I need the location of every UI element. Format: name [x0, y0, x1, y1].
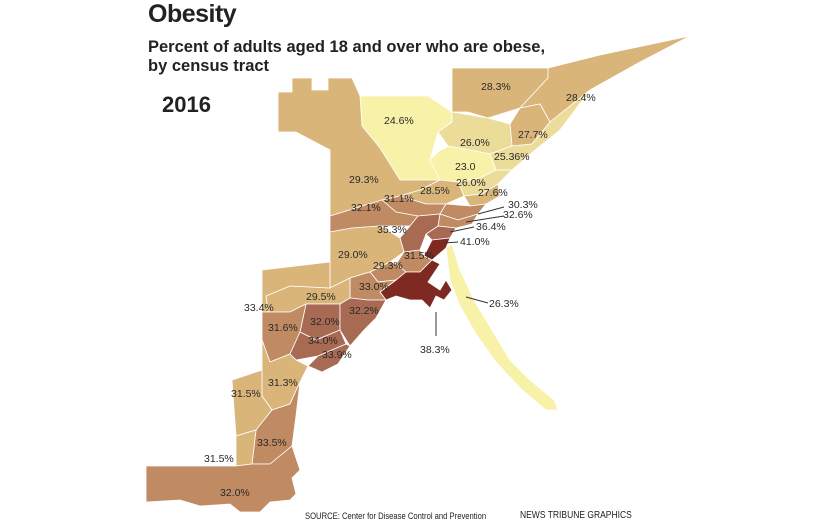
label-30-3: 30.3%: [508, 199, 538, 211]
label-27-7: 27.7%: [518, 129, 548, 141]
label-26-0-mid: 26.0%: [456, 177, 486, 189]
label-36-4: 36.4%: [476, 221, 506, 233]
label-31-5-center: 31.5%: [404, 250, 434, 262]
year-label: 2016: [162, 92, 211, 117]
label-31-5-south: 31.5%: [204, 453, 234, 465]
label-29-3-center: 29.3%: [373, 260, 403, 272]
label-33-0: 33.0%: [359, 281, 389, 293]
leader-36-4: [449, 226, 475, 233]
tract-26-3: [445, 243, 559, 411]
label-34-0: 34.0%: [308, 335, 338, 347]
label-24-6: 24.6%: [384, 115, 414, 127]
label-32-0-south: 32.0%: [220, 487, 250, 499]
label-26-0-north: 26.0%: [460, 137, 490, 149]
label-31-1: 31.1%: [384, 193, 414, 205]
label-28-3: 28.3%: [481, 81, 511, 93]
label-35-3: 35.3%: [377, 224, 407, 236]
label-25-36: 25.36%: [494, 151, 530, 163]
leader-26-3: [465, 296, 489, 304]
tract-41-0: [423, 237, 451, 261]
label-31-6: 31.6%: [268, 322, 298, 334]
label-33-9: 33.9%: [322, 349, 352, 361]
label-41-0: 41.0%: [460, 236, 490, 248]
label-32-1: 32.1%: [351, 202, 381, 214]
leader-32-6: [465, 215, 505, 223]
label-29-3-north: 29.3%: [349, 174, 379, 186]
tract-32-2: [339, 297, 387, 347]
map-title: Obesity: [148, 0, 237, 28]
leader-30-3: [477, 206, 505, 215]
label-28-4: 28.4%: [566, 92, 596, 104]
tract-32-0-south: [145, 445, 301, 513]
label-38-3: 38.3%: [420, 344, 450, 356]
label-26-3: 26.3%: [489, 298, 519, 310]
tract-29-3-north: [277, 77, 441, 217]
label-29-5: 29.5%: [306, 291, 336, 303]
label-33-4: 33.4%: [244, 302, 274, 314]
label-28-5: 28.5%: [420, 185, 450, 197]
graphics-credit: NEWS TRIBUNE GRAPHICS: [520, 510, 632, 521]
label-31-3: 31.3%: [268, 377, 298, 389]
tract-labels: 28.3% 28.4% 24.6% 27.7% 26.0% 25.36% 23.…: [204, 81, 596, 499]
label-31-5-west: 31.5%: [231, 388, 261, 400]
label-29-0: 29.0%: [338, 249, 368, 261]
leader-41-0: [443, 241, 459, 244]
label-32-2: 32.2%: [349, 305, 379, 317]
label-32-6: 32.6%: [503, 209, 533, 221]
label-33-5: 33.5%: [257, 437, 287, 449]
source-note: SOURCE: Center for Disease Control and P…: [305, 511, 487, 521]
label-32-0-mid: 32.0%: [310, 316, 340, 328]
label-27-6: 27.6%: [478, 187, 508, 199]
label-23-0: 23.0: [455, 161, 476, 173]
map-subtitle: Percent of adults aged 18 and over who a…: [148, 38, 546, 75]
